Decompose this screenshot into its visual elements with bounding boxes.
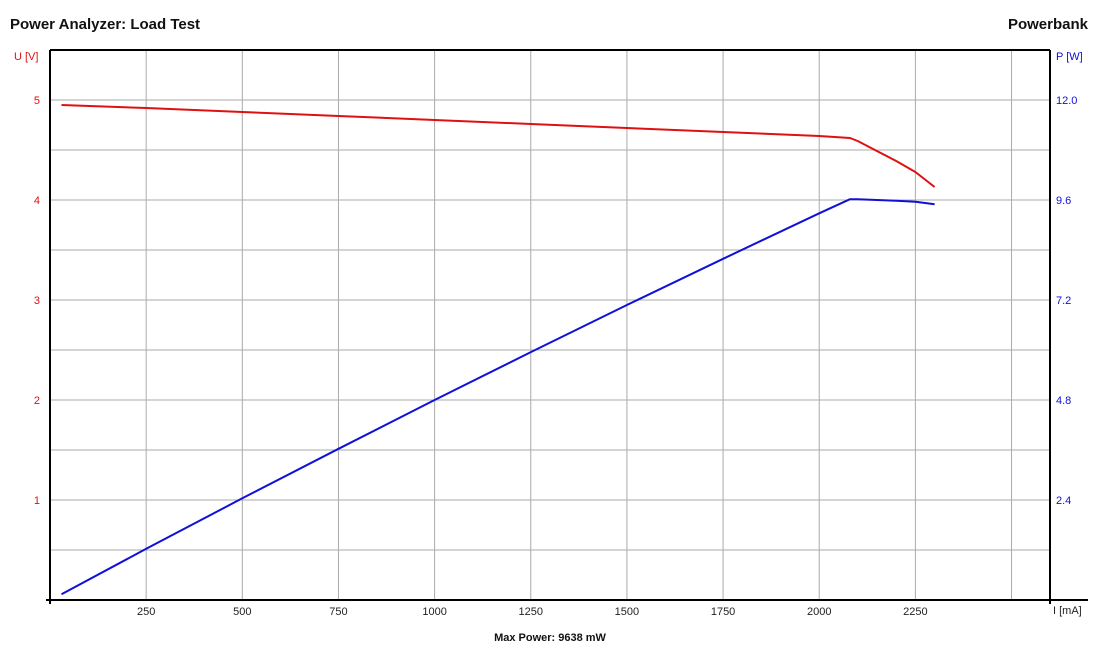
voltage-series-line [61, 104, 936, 188]
x-tick-label: 1750 [711, 606, 735, 618]
x-tick-label: 1000 [422, 606, 446, 618]
y-left-tick-label: 3 [34, 295, 40, 307]
grid [50, 50, 1050, 600]
y-right-tick-label: 4.8 [1056, 395, 1071, 407]
y-right-axis-label: P [W] [1056, 51, 1083, 63]
y-left-axis-label: U [V] [14, 51, 38, 63]
y-right-tick-label: 7.2 [1056, 295, 1071, 307]
device-name: Powerbank [1007, 16, 1088, 33]
y-left-tick-label: 4 [34, 195, 40, 207]
x-tick-label: 2250 [903, 606, 927, 618]
y-right-tick-label: 12.0 [1056, 95, 1077, 107]
max-power-label: Max Power: 9638 mW [494, 632, 606, 644]
axes [46, 49, 1088, 604]
tick-labels: 250 500 750 1000 1250 1500 1750 2000 2250 1 2 3 4 5 2.… [14, 51, 1083, 618]
x-tick-label: 1250 [519, 606, 543, 618]
y-left-tick-label: 2 [34, 395, 40, 407]
chart-title: Power Analyzer: Load Test [10, 16, 201, 33]
x-axis-label: I [mA] [1053, 605, 1082, 617]
x-tick-label: 500 [233, 606, 251, 618]
x-tick-label: 250 [137, 606, 155, 618]
y-right-tick-label: 2.4 [1056, 495, 1071, 507]
x-tick-label: 750 [329, 606, 347, 618]
series [61, 104, 936, 596]
y-left-tick-label: 5 [34, 95, 40, 107]
x-tick-label: 2000 [807, 606, 831, 618]
y-left-tick-label: 1 [34, 495, 40, 507]
y-right-tick-label: 9.6 [1056, 195, 1071, 207]
x-tick-label: 1500 [615, 606, 639, 618]
power-series-line [61, 198, 935, 596]
